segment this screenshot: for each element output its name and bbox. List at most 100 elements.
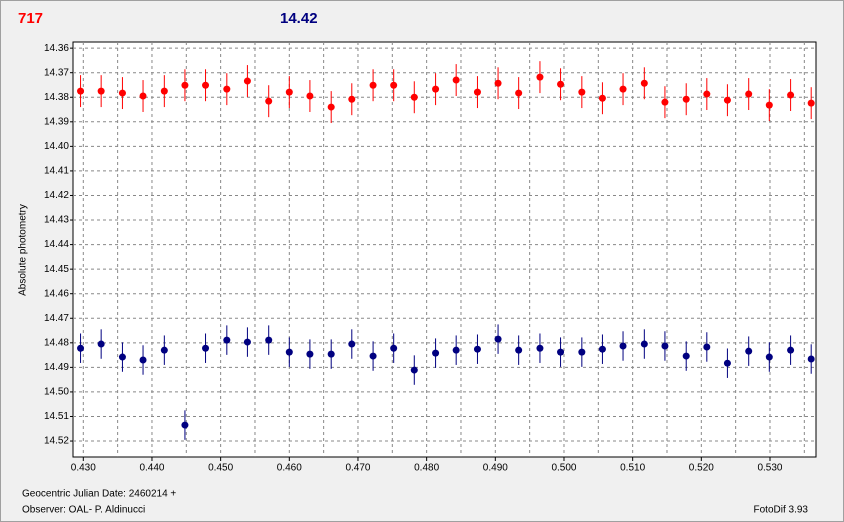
data-point — [432, 349, 440, 357]
data-point — [369, 352, 377, 360]
y-tick-label: 14.47 — [44, 313, 69, 324]
legend-entry: 14.42 — [280, 10, 318, 27]
data-point — [139, 356, 147, 364]
data-point — [619, 342, 627, 350]
data-point — [640, 340, 648, 348]
data-point — [787, 91, 795, 99]
data-point — [598, 94, 606, 102]
x-tick-label: 0.480 — [414, 463, 439, 474]
data-point — [410, 366, 418, 374]
data-point — [97, 87, 105, 95]
x-tick-label: 0.450 — [208, 463, 233, 474]
x-tick-label: 0.490 — [483, 463, 508, 474]
y-tick-label: 14.52 — [44, 436, 69, 447]
data-point — [494, 335, 502, 343]
data-point — [285, 88, 293, 96]
data-point — [536, 73, 544, 81]
data-point — [619, 85, 627, 93]
data-point — [97, 340, 105, 348]
data-point — [306, 350, 314, 358]
data-point — [223, 85, 231, 93]
x-axis-caption: Geocentric Julian Date: 2460214 + — [22, 489, 176, 500]
y-tick-label: 14.39 — [44, 116, 69, 127]
data-point — [473, 88, 481, 96]
y-tick-label: 14.44 — [44, 239, 69, 250]
data-point — [160, 87, 168, 95]
data-point — [452, 76, 460, 84]
data-point — [202, 81, 210, 89]
data-point — [807, 355, 815, 363]
observer: Observer: OAL- P. Aldinucci — [22, 505, 145, 516]
y-tick-label: 14.37 — [44, 67, 69, 78]
data-point — [202, 344, 210, 352]
y-tick-label: 14.48 — [44, 337, 69, 348]
y-tick-label: 14.43 — [44, 215, 69, 226]
data-point — [557, 80, 565, 88]
data-point — [369, 81, 377, 89]
data-point — [494, 79, 502, 87]
data-point — [661, 98, 669, 106]
data-point — [390, 344, 398, 352]
data-point — [682, 95, 690, 103]
software: FotoDif 3.93 — [754, 505, 809, 516]
data-point — [682, 352, 690, 360]
x-tick-label: 0.500 — [551, 463, 576, 474]
data-point — [390, 81, 398, 89]
y-tick-label: 14.46 — [44, 288, 69, 299]
y-tick-label: 14.50 — [44, 387, 69, 398]
x-tick-label: 0.510 — [620, 463, 645, 474]
y-tick-label: 14.38 — [44, 92, 69, 103]
x-tick-label: 0.470 — [345, 463, 370, 474]
data-point — [432, 85, 440, 93]
data-point — [243, 77, 251, 85]
data-point — [285, 348, 293, 356]
data-point — [327, 103, 335, 111]
data-point — [410, 93, 418, 101]
y-tick-label: 14.49 — [44, 362, 69, 373]
data-point — [118, 89, 126, 97]
plot-area — [72, 41, 817, 458]
data-point — [536, 344, 544, 352]
data-point — [598, 345, 606, 353]
x-tick-label: 0.520 — [689, 463, 714, 474]
data-point — [243, 338, 251, 346]
y-tick-label: 14.51 — [44, 411, 69, 422]
data-point — [515, 346, 523, 354]
data-point — [118, 353, 126, 361]
y-tick-label: 14.40 — [44, 141, 69, 152]
data-point — [703, 90, 711, 98]
data-point — [578, 88, 586, 96]
data-point — [515, 89, 523, 97]
data-point — [745, 90, 753, 98]
data-point — [765, 101, 773, 109]
data-point — [723, 359, 731, 367]
data-point — [787, 346, 795, 354]
data-point — [265, 97, 273, 105]
legend-entry: 717 — [18, 10, 43, 27]
data-point — [473, 345, 481, 353]
data-point — [181, 421, 189, 429]
y-tick-label: 14.45 — [44, 264, 69, 275]
x-tick-label: 0.440 — [139, 463, 164, 474]
data-point — [327, 350, 335, 358]
data-point — [265, 336, 273, 344]
data-point — [139, 92, 147, 100]
data-point — [578, 348, 586, 356]
data-point — [348, 340, 356, 348]
data-point — [640, 79, 648, 87]
data-point — [181, 81, 189, 89]
data-point — [557, 348, 565, 356]
data-point — [452, 346, 460, 354]
y-axis-label: Absolute photometry — [18, 204, 29, 296]
x-tick-label: 0.460 — [277, 463, 302, 474]
data-point — [77, 87, 85, 95]
data-point — [223, 336, 231, 344]
data-point — [348, 95, 356, 103]
data-point — [160, 346, 168, 354]
y-tick-label: 14.41 — [44, 166, 69, 177]
data-point — [77, 344, 85, 352]
x-tick-label: 0.530 — [757, 463, 782, 474]
data-point — [723, 96, 731, 104]
data-point — [661, 342, 669, 350]
